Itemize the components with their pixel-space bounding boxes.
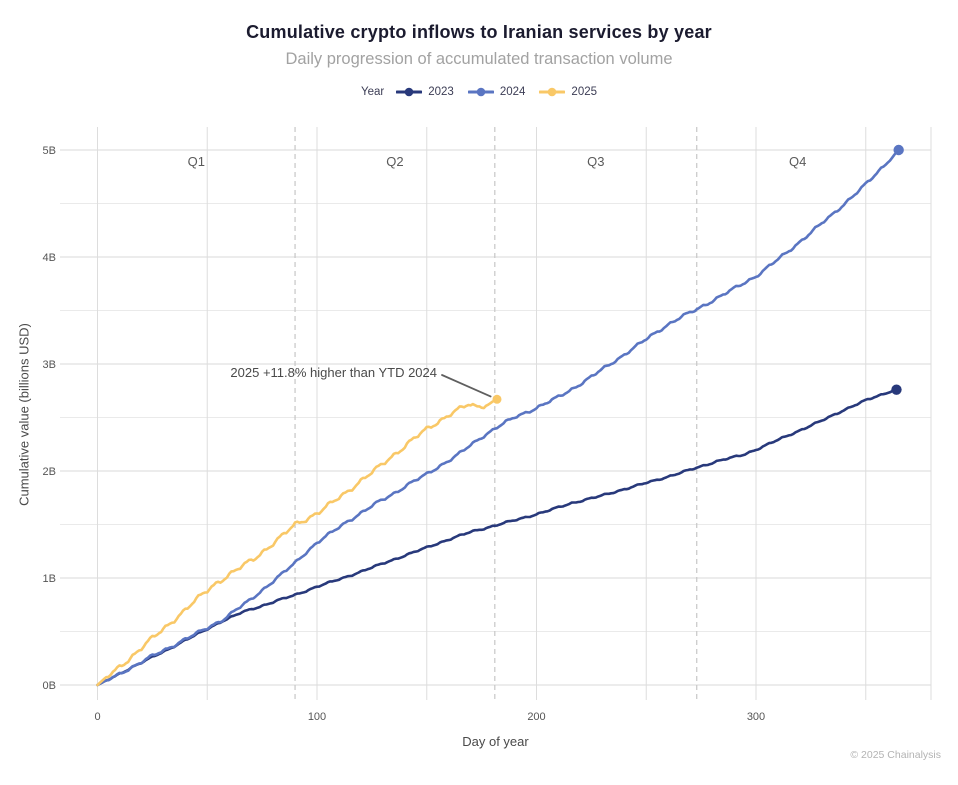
legend-item-label: 2025 (571, 86, 598, 98)
series-line-2024 (96, 148, 900, 687)
legend-item-2024: 2024 (467, 86, 526, 98)
legend-item-2025: 2025 (539, 86, 597, 98)
series-line-2023 (96, 388, 898, 687)
series-end-dot-2024 (893, 144, 904, 156)
annotation-text: 2025 +11.8% higher than YTD 2024 (230, 365, 437, 380)
legend-item-2023: 2023 (396, 86, 454, 98)
quarter-label: Q1 (188, 154, 205, 169)
x-tick-label: 200 (527, 711, 545, 723)
legend-item-label: 2023 (428, 86, 454, 98)
x-tick-label: 300 (747, 711, 765, 723)
y-axis-title: Cumulative value (billions USD) (16, 323, 32, 506)
legend-marker-icon (539, 87, 566, 97)
y-tick-label: 2B (43, 466, 56, 478)
legend: Year 2023 2024 2025 (0, 86, 958, 98)
legend-title: Year (360, 86, 385, 98)
legend-marker-icon (396, 87, 423, 97)
series-end-dot-2023 (891, 384, 902, 395)
x-tick-label: 100 (308, 711, 326, 723)
copyright: © 2025 Chainalysis (850, 749, 941, 761)
y-tick-label: 3B (43, 359, 56, 371)
y-tick-label: 5B (43, 145, 56, 157)
x-axis-title: Day of year (462, 734, 529, 749)
legend-items: 2023 2024 2025 (396, 86, 597, 98)
y-tick-label: 4B (43, 252, 56, 264)
chart-subtitle: Daily progression of accumulated transac… (285, 50, 673, 68)
legend-item-label: 2024 (499, 86, 526, 98)
chart-title: Cumulative crypto inflows to Iranian ser… (246, 22, 712, 42)
quarter-label: Q2 (386, 154, 403, 169)
series-end-dot-2025 (492, 394, 502, 404)
annotation-pointer (441, 374, 492, 398)
y-tick-label: 0B (43, 680, 56, 692)
legend-marker-icon (467, 87, 494, 97)
quarter-label: Q4 (789, 154, 806, 169)
quarter-label: Q3 (587, 154, 604, 169)
x-tick-label: 0 (94, 711, 100, 723)
series-line-2025 (96, 398, 499, 687)
y-tick-label: 1B (43, 573, 56, 585)
